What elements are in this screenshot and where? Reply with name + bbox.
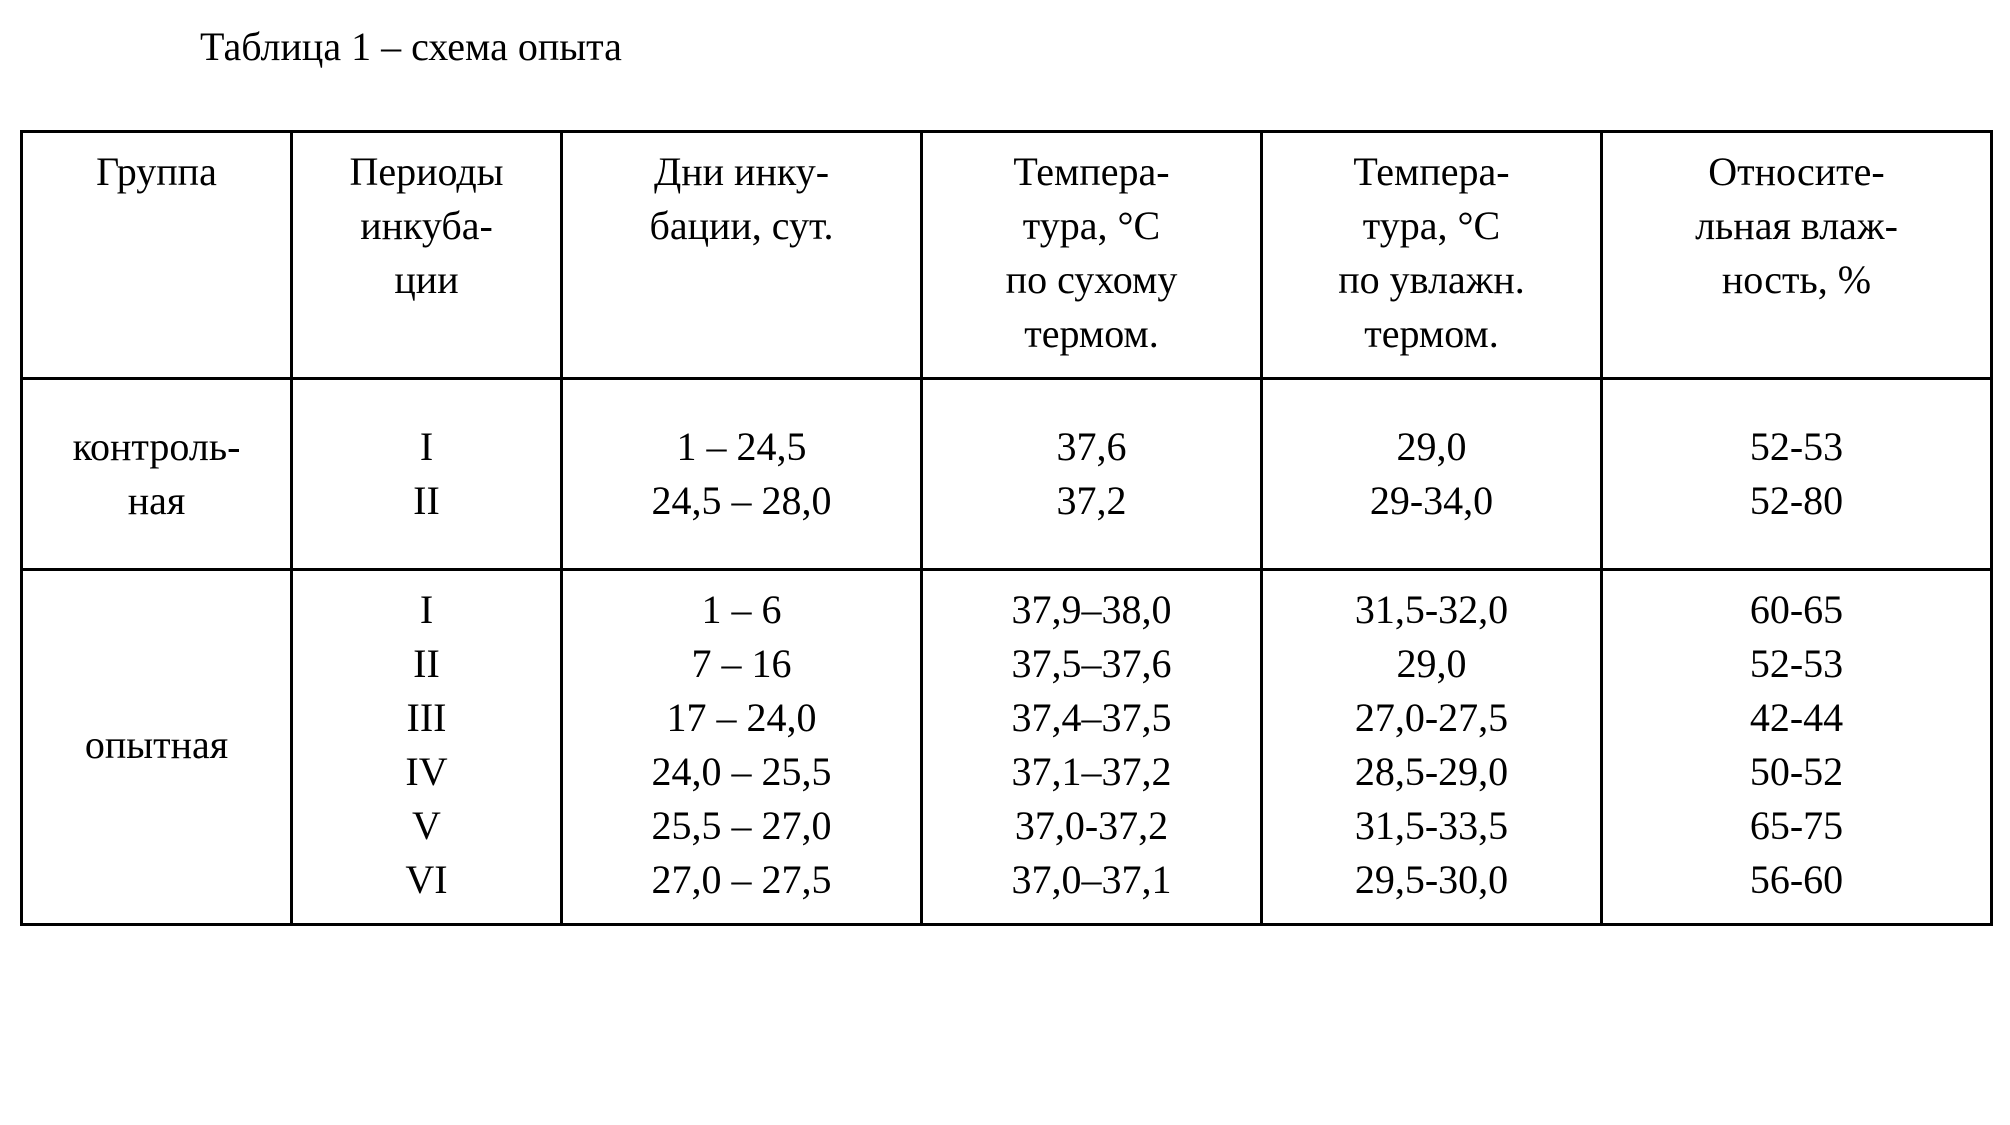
col-header-days: Дни инку-бации, сут. — [562, 132, 922, 379]
cell-rh-line: 52-53 — [1619, 420, 1974, 474]
cell-temp-wet-line: 27,0-27,5 — [1279, 691, 1584, 745]
cell-temp-wet: 29,029-34,0 — [1262, 379, 1602, 570]
cell-periods: III — [292, 379, 562, 570]
col-header-temp-dry: Темпера-тура, °Cпо сухомутермом. — [922, 132, 1262, 379]
cell-temp-wet-line: 29-34,0 — [1279, 474, 1584, 528]
cell-temp-wet-line: 28,5-29,0 — [1279, 745, 1584, 799]
table-caption: Таблица 1 – схема опыта — [200, 20, 622, 74]
cell-periods-line: VI — [309, 853, 544, 907]
col-header-rh: Относите-льная влаж-ность, % — [1602, 132, 1992, 379]
col-header-group: Группа — [22, 132, 292, 379]
group-name-line: контроль- — [31, 420, 282, 474]
cell-rh-line: 65-75 — [1619, 799, 1974, 853]
cell-periods-line: II — [309, 474, 544, 528]
cell-periods-line: II — [309, 637, 544, 691]
cell-days: 1 – 24,524,5 – 28,0 — [562, 379, 922, 570]
cell-temp-dry-line: 37,5–37,6 — [939, 637, 1244, 691]
cell-temp-wet: 31,5-32,029,027,0-27,528,5-29,031,5-33,5… — [1262, 570, 1602, 925]
cell-days-line: 24,0 – 25,5 — [579, 745, 904, 799]
cell-group: опытная — [22, 570, 292, 925]
cell-days: 1 – 67 – 1617 – 24,024,0 – 25,525,5 – 27… — [562, 570, 922, 925]
col-header-periods: Периоды инкуба-ции — [292, 132, 562, 379]
cell-temp-wet-line: 29,0 — [1279, 420, 1584, 474]
cell-temp-dry-line: 37,2 — [939, 474, 1244, 528]
cell-periods-line: V — [309, 799, 544, 853]
table-header-row: Группа Периоды инкуба-ции Дни инку-бации… — [22, 132, 1992, 379]
cell-temp-dry-line: 37,0-37,2 — [939, 799, 1244, 853]
cell-temp-dry-line: 37,4–37,5 — [939, 691, 1244, 745]
cell-temp-dry-line: 37,1–37,2 — [939, 745, 1244, 799]
table-body: контроль-наяIII1 – 24,524,5 – 28,037,637… — [22, 379, 1992, 925]
cell-days-line: 17 – 24,0 — [579, 691, 904, 745]
group-name-line: опытная — [31, 718, 282, 772]
cell-days-line: 1 – 24,5 — [579, 420, 904, 474]
cell-temp-dry-line: 37,6 — [939, 420, 1244, 474]
cell-temp-dry-line: 37,0–37,1 — [939, 853, 1244, 907]
cell-rh-line: 50-52 — [1619, 745, 1974, 799]
cell-periods: IIIIIIIVVVI — [292, 570, 562, 925]
cell-rh: 52-5352-80 — [1602, 379, 1992, 570]
cell-periods-line: I — [309, 583, 544, 637]
cell-periods-line: III — [309, 691, 544, 745]
cell-days-line: 1 – 6 — [579, 583, 904, 637]
cell-periods-line: I — [309, 420, 544, 474]
cell-rh-line: 52-53 — [1619, 637, 1974, 691]
cell-temp-dry: 37,9–38,037,5–37,637,4–37,537,1–37,237,0… — [922, 570, 1262, 925]
cell-rh-line: 42-44 — [1619, 691, 1974, 745]
cell-periods-line: IV — [309, 745, 544, 799]
col-header-temp-wet: Темпера-тура, °Cпо увлажн.термом. — [1262, 132, 1602, 379]
cell-days-line: 24,5 – 28,0 — [579, 474, 904, 528]
cell-temp-dry: 37,637,2 — [922, 379, 1262, 570]
cell-temp-wet-line: 29,0 — [1279, 637, 1584, 691]
cell-days-line: 7 – 16 — [579, 637, 904, 691]
cell-temp-wet-line: 29,5-30,0 — [1279, 853, 1584, 907]
cell-temp-dry-line: 37,9–38,0 — [939, 583, 1244, 637]
cell-days-line: 27,0 – 27,5 — [579, 853, 904, 907]
cell-rh-line: 56-60 — [1619, 853, 1974, 907]
cell-rh-line: 60-65 — [1619, 583, 1974, 637]
cell-group: контроль-ная — [22, 379, 292, 570]
cell-days-line: 25,5 – 27,0 — [579, 799, 904, 853]
cell-temp-wet-line: 31,5-32,0 — [1279, 583, 1584, 637]
cell-rh: 60-6552-5342-4450-5265-7556-60 — [1602, 570, 1992, 925]
table-row: опытнаяIIIIIIIVVVI1 – 67 – 1617 – 24,024… — [22, 570, 1992, 925]
group-name-line: ная — [31, 474, 282, 528]
experiment-table: Группа Периоды инкуба-ции Дни инку-бации… — [20, 130, 1993, 926]
table-row: контроль-наяIII1 – 24,524,5 – 28,037,637… — [22, 379, 1992, 570]
cell-temp-wet-line: 31,5-33,5 — [1279, 799, 1584, 853]
cell-rh-line: 52-80 — [1619, 474, 1974, 528]
